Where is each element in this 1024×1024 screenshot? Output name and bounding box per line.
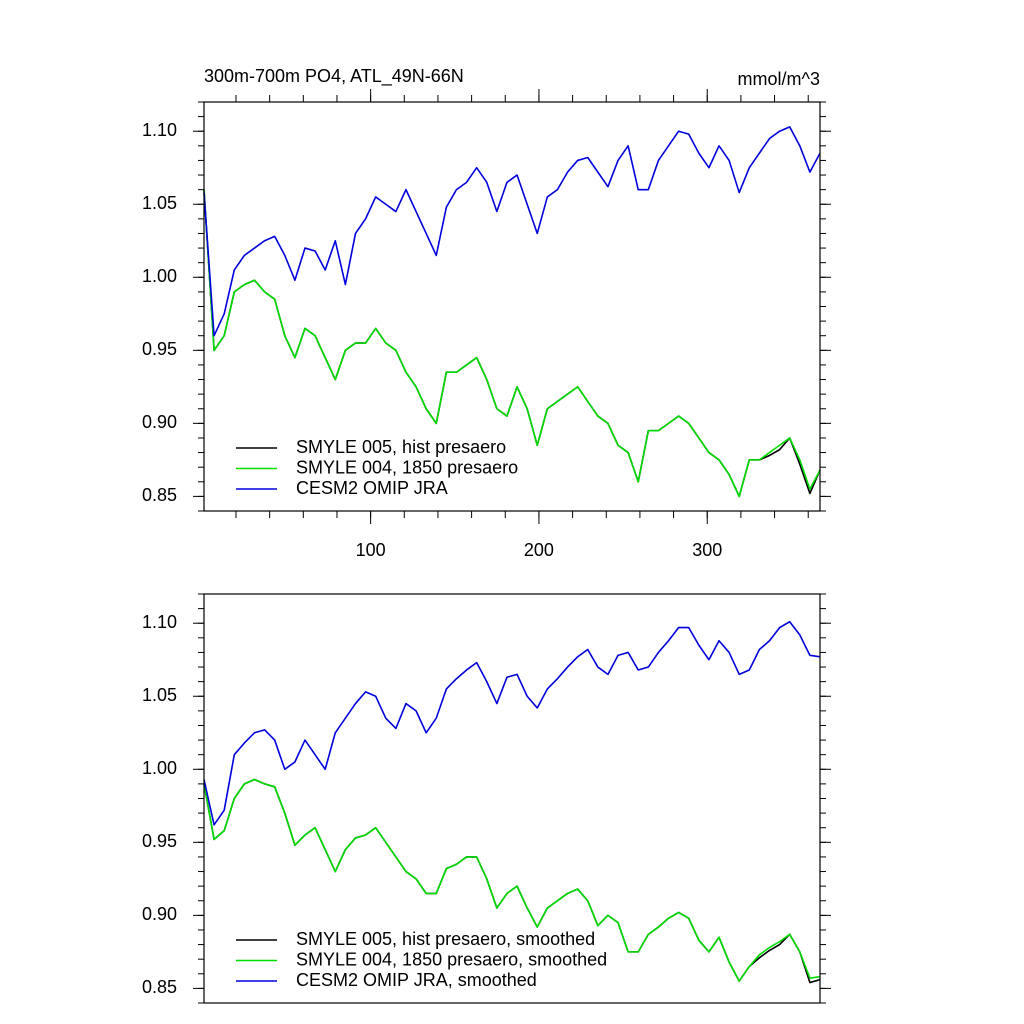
legend-label: SMYLE 005, hist presaero, smoothed: [296, 929, 595, 949]
data-line: [203, 126, 821, 337]
y-tick-label: 1.10: [142, 612, 177, 632]
legend-label: SMYLE 005, hist presaero: [296, 437, 506, 457]
y-tick-label: 0.85: [142, 977, 177, 997]
y-tick-label: 1.10: [142, 120, 177, 140]
legend-label: CESM2 OMIP JRA: [296, 478, 448, 498]
y-tick-label: 0.90: [142, 904, 177, 924]
x-tick-label: 100: [356, 540, 386, 560]
data-line: [203, 189, 821, 498]
plot-frame: [203, 101, 821, 512]
y-tick-label: 1.00: [142, 758, 177, 778]
chart-title: 300m-700m PO4, ATL_49N-66N: [204, 66, 464, 87]
x-tick-label: 300: [692, 540, 722, 560]
x-tick-label: 200: [524, 540, 554, 560]
y-tick-label: 0.85: [142, 485, 177, 505]
units-label: mmol/m^3: [738, 69, 820, 89]
data-line: [203, 778, 821, 982]
y-tick-label: 1.05: [142, 193, 177, 213]
y-tick-label: 1.05: [142, 685, 177, 705]
legend-label: CESM2 OMIP JRA, smoothed: [296, 970, 537, 990]
data-line: [203, 620, 821, 826]
legend-label: SMYLE 004, 1850 presaero: [296, 457, 518, 477]
y-tick-label: 0.90: [142, 412, 177, 432]
y-tick-label: 0.95: [142, 831, 177, 851]
y-tick-label: 1.00: [142, 266, 177, 286]
y-tick-label: 0.95: [142, 339, 177, 359]
legend-label: SMYLE 004, 1850 presaero, smoothed: [296, 949, 607, 969]
plot-frame: [203, 593, 821, 1004]
